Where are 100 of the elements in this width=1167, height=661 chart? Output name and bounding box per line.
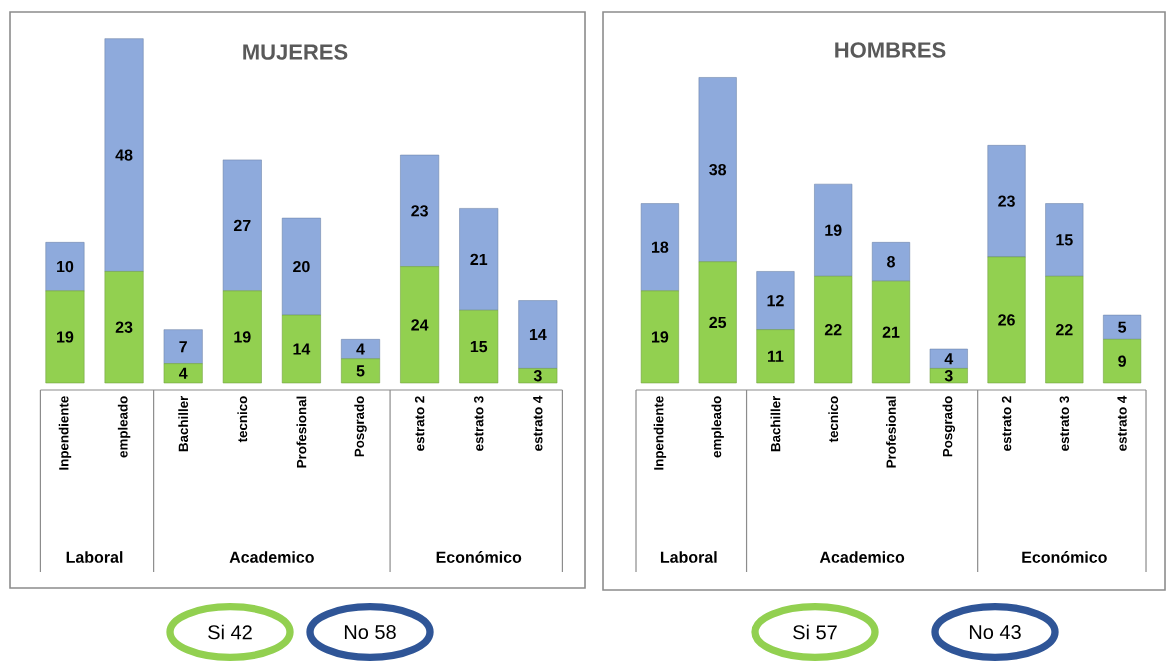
x-tick-label: empleado — [117, 396, 131, 458]
data-label: 12 — [767, 294, 784, 307]
bar — [518, 368, 558, 384]
bar — [45, 242, 85, 292]
data-label: 4 — [178, 367, 188, 379]
data-label: 19 — [234, 331, 251, 343]
bar — [640, 290, 679, 384]
data-label: 3 — [533, 370, 542, 382]
bar — [459, 309, 499, 384]
text: Laboral — [66, 551, 123, 563]
bar — [814, 276, 853, 384]
bar — [1103, 314, 1142, 340]
data-label: 23 — [411, 205, 428, 217]
data-label: 20 — [293, 260, 310, 273]
data-label: 15 — [470, 341, 488, 353]
bar — [400, 154, 440, 267]
x-tick-label: Posgrado — [942, 396, 956, 457]
data-label: 14 — [529, 329, 547, 340]
text: Económico — [1022, 551, 1107, 563]
data-label: 11 — [768, 350, 784, 362]
data-label: 25 — [709, 316, 727, 329]
data-label: 9 — [1118, 355, 1126, 367]
bar — [281, 314, 321, 384]
data-label: 4 — [356, 343, 365, 355]
data-label: 21 — [882, 326, 900, 338]
data-label: 19 — [652, 331, 669, 343]
data-label: 19 — [825, 224, 842, 236]
bar — [1045, 203, 1084, 277]
bar — [987, 145, 1026, 258]
bar — [104, 38, 144, 272]
x-tick-label: Bachiller — [178, 395, 189, 452]
text: No 58 — [344, 624, 396, 640]
data-label: 23 — [115, 321, 133, 333]
bar — [640, 203, 679, 292]
x-tick-label: estrato 2 — [414, 396, 425, 451]
bar — [1045, 276, 1084, 384]
bar — [341, 358, 380, 384]
x-tick-label: estrato 4 — [1117, 395, 1127, 451]
bar — [163, 363, 203, 384]
bar — [281, 217, 321, 316]
data-label: 24 — [411, 319, 429, 331]
bar — [987, 256, 1026, 384]
bar — [871, 242, 911, 282]
data-label: 48 — [115, 149, 133, 161]
text: Si 42 — [208, 624, 252, 640]
data-label: 3 — [944, 370, 953, 382]
chart-title: HOMBRES — [835, 42, 946, 58]
data-label: 26 — [998, 314, 1015, 326]
bar — [459, 208, 499, 311]
chart-title: MUJERES — [243, 44, 348, 60]
x-tick-label: Bachiller — [770, 395, 781, 452]
bar — [1103, 339, 1142, 384]
x-tick-label: tecnico — [237, 396, 248, 443]
data-label: 19 — [57, 331, 74, 343]
bar — [929, 348, 968, 369]
text: No 43 — [969, 624, 1021, 640]
data-label: 27 — [233, 219, 251, 231]
bar — [756, 271, 795, 330]
x-tick-label: Inpendiente — [58, 396, 72, 470]
text: Laboral — [660, 551, 717, 563]
text: Academico — [819, 551, 905, 563]
data-label: 22 — [1056, 324, 1073, 336]
bar — [45, 290, 85, 384]
data-label: 8 — [887, 256, 895, 268]
data-label: 38 — [709, 163, 727, 176]
text: Academico — [229, 551, 314, 563]
text: Económico — [436, 551, 522, 563]
data-label: 5 — [1118, 321, 1127, 333]
data-label: 23 — [998, 195, 1015, 207]
bar — [756, 329, 795, 384]
bar — [698, 261, 737, 384]
bar — [814, 183, 853, 277]
x-tick-label: estrato 2 — [1001, 396, 1012, 451]
text: Si 57 — [793, 624, 837, 640]
x-tick-label: estrato 4 — [533, 395, 543, 451]
x-tick-label: empleado — [711, 396, 724, 458]
data-label: 7 — [179, 341, 187, 353]
bar — [698, 77, 737, 263]
x-tick-label: tecnico — [828, 396, 839, 443]
bar — [400, 266, 440, 384]
data-label: 4 — [944, 353, 954, 365]
bar — [163, 329, 203, 364]
data-label: 5 — [356, 365, 365, 377]
data-label: 10 — [57, 260, 74, 273]
bar — [104, 271, 144, 384]
data-label: 18 — [652, 241, 669, 253]
x-tick-label: Profesional — [886, 396, 896, 468]
data-label: 21 — [470, 253, 488, 265]
x-tick-label: Posgrado — [354, 396, 367, 457]
bar — [871, 280, 911, 384]
bar — [341, 339, 380, 360]
x-tick-label: Profesional — [296, 396, 307, 468]
data-label: 22 — [824, 324, 842, 336]
bar — [929, 368, 968, 384]
data-label: 14 — [293, 343, 311, 355]
x-tick-label: Inpendiente — [653, 396, 667, 470]
data-label: 15 — [1056, 234, 1073, 246]
x-tick-label: estrato 3 — [1059, 396, 1070, 451]
bar — [222, 290, 262, 384]
x-tick-label: estrato 3 — [474, 396, 484, 451]
